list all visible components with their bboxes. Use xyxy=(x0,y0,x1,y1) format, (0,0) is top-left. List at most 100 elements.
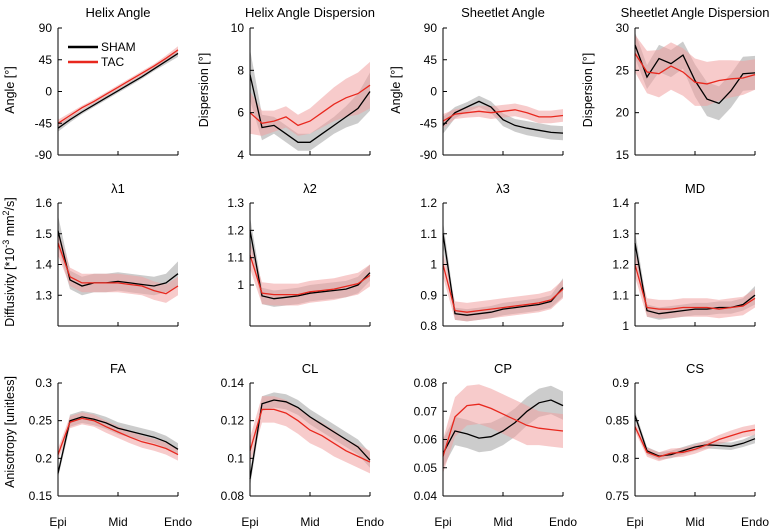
ytick-label-cl: 0.08 xyxy=(221,489,245,503)
xtick-label-cp: Epi xyxy=(434,515,451,529)
panel-title-fa: FA xyxy=(110,361,126,376)
ytick-label-lambda1: 1.4 xyxy=(35,258,52,272)
panel-title-sheetlet-angle: Sheetlet Angle xyxy=(461,5,545,20)
line-sham-lambda2 xyxy=(249,230,371,300)
xtick-label-fa: Epi xyxy=(49,515,66,529)
panel-title-cs: CS xyxy=(686,361,704,376)
ytick-label-cl: 0.12 xyxy=(221,414,245,428)
ytick-label-cp: 0.04 xyxy=(414,489,438,503)
panel-title-lambda3: λ3 xyxy=(496,181,510,196)
band-tac-fa xyxy=(58,412,178,461)
line-sham-cl xyxy=(249,399,371,480)
panel-cs: CS 0.9 0.85 0.8 0.75 Epi Mid Endo xyxy=(606,361,770,529)
ytick-label-md: 1 xyxy=(622,319,629,333)
line-sham-helix-angle xyxy=(57,52,179,129)
row1-ylabel-sheetlet-angle: Angle [°] xyxy=(389,66,403,113)
line-tac-helix-angle-dispersion xyxy=(249,84,371,127)
ytick-label-lambda2: 1.1 xyxy=(227,251,244,265)
panel-lambda2: λ2 1.3 1.2 1.1 1 xyxy=(227,181,371,327)
ytick-label-lambda3: 0.8 xyxy=(420,319,437,333)
xtick-label-cl: Mid xyxy=(300,515,319,529)
ytick-label-lambda1: 1.3 xyxy=(35,288,52,302)
panel-title-cl: CL xyxy=(302,361,319,376)
line-tac-cl xyxy=(249,408,371,463)
ytick-label-cp: 0.08 xyxy=(414,376,438,390)
line-tac-md xyxy=(634,264,756,310)
line-tac-lambda1 xyxy=(57,242,179,295)
legend-tac-label: TAC xyxy=(101,55,124,69)
ytick-label-lambda1: 1.6 xyxy=(35,196,52,210)
band-sham-cs xyxy=(635,410,755,460)
line-tac-lambda3 xyxy=(442,264,564,313)
line-tac-helix-angle xyxy=(57,49,179,124)
xtick-label-cp: Mid xyxy=(493,515,512,529)
legend: SHAM TAC xyxy=(68,40,136,69)
band-tac-md xyxy=(635,252,755,319)
ytick-label-cp: 0.06 xyxy=(414,433,438,447)
row1-ylabel-angle: Angle [°] xyxy=(3,66,17,113)
ytick-label-cs: 0.75 xyxy=(606,489,630,503)
band-tac-cl xyxy=(250,396,370,474)
band-tac-cp xyxy=(443,384,563,474)
panel-md: MD 1.4 1.3 1.2 1.1 1 xyxy=(612,181,756,333)
line-sham-sheetlet-angle-dispersion xyxy=(634,44,756,105)
ytick-label-fa: 0.2 xyxy=(35,451,52,465)
row2-ylabel-diffusivity: Diffusivity [*10-3 mm2/s] xyxy=(1,197,17,327)
ytick-label-lambda3: 0.9 xyxy=(420,288,437,302)
ytick-label-md: 1.4 xyxy=(612,196,629,210)
panel-title-lambda2: λ2 xyxy=(303,181,317,196)
ytick-label-helix-angle-dispersion: 8 xyxy=(237,63,244,77)
line-sham-cp xyxy=(442,399,564,454)
xtick-label-cl: Epi xyxy=(241,515,258,529)
ytick-label-sheetlet-angle-dispersion: 15 xyxy=(616,148,630,162)
ytick-label-sheetlet-angle: -90 xyxy=(420,148,438,162)
ytick-label-cs: 0.8 xyxy=(612,451,629,465)
ytick-label-sheetlet-angle: 90 xyxy=(424,21,438,35)
line-tac-sheetlet-angle-dispersion xyxy=(634,53,756,85)
ytick-label-helix-angle-dispersion: 6 xyxy=(237,106,244,120)
xtick-label-cp: Endo xyxy=(549,515,577,529)
panel-sheetlet-angle: Sheetlet Angle 90 45 0 -45 -90 xyxy=(420,5,564,162)
ytick-label-lambda2: 1.2 xyxy=(227,223,244,237)
ytick-label-lambda3: 1 xyxy=(430,258,437,272)
panel-lambda3: λ3 1.2 1.1 1 0.9 0.8 xyxy=(420,181,564,333)
xtick-label-cs: Epi xyxy=(626,515,643,529)
panel-title-helix-angle: Helix Angle xyxy=(85,5,150,20)
band-tac-helix-angle-dispersion xyxy=(250,61,370,136)
line-tac-sheetlet-angle xyxy=(442,109,564,122)
panel-title-cp: CP xyxy=(494,361,512,376)
ytick-label-fa: 0.25 xyxy=(29,414,53,428)
ytick-label-helix-angle: 0 xyxy=(45,85,52,99)
panel-title-helix-angle-dispersion: Helix Angle Dispersion xyxy=(245,5,375,20)
panel-title-md: MD xyxy=(685,181,705,196)
ytick-label-lambda2: 1.3 xyxy=(227,196,244,210)
panel-title-lambda1: λ1 xyxy=(111,181,125,196)
line-sham-fa xyxy=(57,416,179,474)
ytick-label-md: 1.3 xyxy=(612,227,629,241)
line-sham-lambda3 xyxy=(442,233,564,316)
panel-fa: FA 0.3 0.25 0.2 0.15 Epi Mid Endo xyxy=(29,361,193,529)
xtick-label-cl: Endo xyxy=(356,515,384,529)
xtick-label-cs: Endo xyxy=(741,515,769,529)
line-sham-sheetlet-angle xyxy=(442,100,564,134)
ytick-label-sheetlet-angle-dispersion: 25 xyxy=(616,63,630,77)
ytick-label-sheetlet-angle-dispersion: 20 xyxy=(616,106,630,120)
ytick-label-cs: 0.85 xyxy=(606,414,630,428)
line-tac-cp xyxy=(442,403,564,457)
ytick-label-lambda3: 1.2 xyxy=(420,196,437,210)
ytick-label-helix-angle-dispersion: 4 xyxy=(237,148,244,162)
ytick-label-sheetlet-angle: 45 xyxy=(424,53,438,67)
line-tac-fa xyxy=(57,417,179,456)
ytick-label-helix-angle: -90 xyxy=(35,148,53,162)
panel-cl: CL 0.14 0.12 0.1 0.08 Epi Mid Endo xyxy=(221,361,385,529)
ytick-label-helix-angle: -45 xyxy=(35,116,53,130)
panel-cp: CP 0.08 0.07 0.06 0.05 0.04 Epi Mid Endo xyxy=(414,361,578,529)
panel-helix-angle: Helix Angle 90 45 0 -45 -90 xyxy=(35,5,179,162)
xtick-label-fa: Mid xyxy=(108,515,127,529)
legend-sham-label: SHAM xyxy=(101,40,136,54)
row3-ylabel-anisotropy: Anisotropy [unitless] xyxy=(3,376,17,488)
ytick-label-md: 1.1 xyxy=(612,288,629,302)
